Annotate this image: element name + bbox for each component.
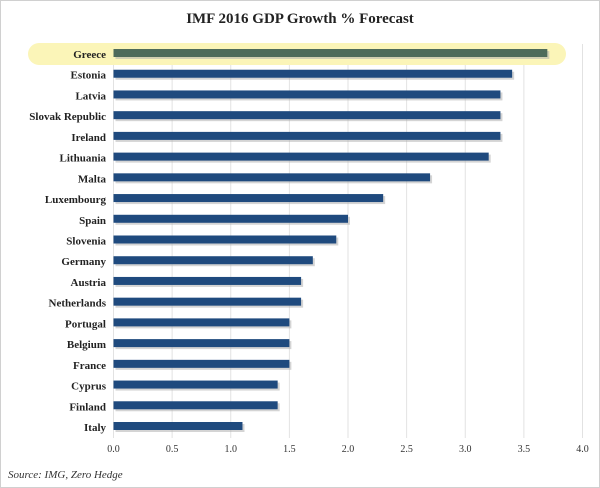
category-label: Slovak Republic <box>29 111 106 123</box>
bar-spain <box>113 214 348 223</box>
category-label: Malta <box>78 173 107 185</box>
bar-germany <box>113 256 313 265</box>
category-label: Latvia <box>75 90 106 102</box>
category-label: Slovenia <box>66 236 106 248</box>
bar-slovak-republic <box>113 111 501 120</box>
bar-latvia <box>113 90 501 99</box>
bar-italy <box>113 422 243 430</box>
category-label: Ireland <box>71 132 106 144</box>
bar-france <box>113 359 290 368</box>
category-label: Italy <box>84 422 107 434</box>
bar-malta <box>113 173 431 182</box>
x-tick-label: 0.0 <box>107 444 120 455</box>
bar-luxembourg <box>113 194 384 203</box>
x-tick-label: 3.5 <box>518 444 531 455</box>
x-tick-label: 1.5 <box>283 444 296 455</box>
bar-cyprus <box>113 380 278 389</box>
category-label: Portugal <box>65 318 106 330</box>
category-label: France <box>73 360 106 372</box>
x-tick-label: 1.0 <box>225 444 238 455</box>
category-label: Spain <box>79 215 106 227</box>
category-label: Luxembourg <box>45 194 107 206</box>
category-label: Lithuania <box>60 153 107 165</box>
bar-lithuania <box>113 152 489 161</box>
bar-finland <box>113 401 278 410</box>
bar-ireland <box>113 131 501 140</box>
x-tick-label: 3.0 <box>459 444 472 455</box>
category-label: Germany <box>61 256 106 268</box>
bar-belgium <box>113 339 290 348</box>
x-tick-label: 0.5 <box>166 444 179 455</box>
bar-greece <box>113 49 548 57</box>
bar-netherlands <box>113 297 302 306</box>
bar-estonia <box>113 69 513 78</box>
x-tick-label: 2.5 <box>400 444 413 455</box>
chart-source: Source: IMG, Zero Hedge <box>8 469 123 481</box>
x-tick-label: 2.0 <box>342 444 355 455</box>
category-label: Belgium <box>67 339 106 351</box>
bar-austria <box>113 276 302 285</box>
x-tick-label: 4.0 <box>576 444 589 455</box>
category-label: Finland <box>69 401 106 413</box>
category-label: Cyprus <box>71 381 107 393</box>
bar-slovenia <box>113 235 337 244</box>
category-label: Greece <box>73 49 106 61</box>
category-label: Netherlands <box>49 298 107 310</box>
bar-portugal <box>113 318 290 327</box>
category-label: Estonia <box>71 70 107 82</box>
chart-title: IMF 2016 GDP Growth % Forecast <box>186 11 414 27</box>
category-label: Austria <box>71 277 107 289</box>
